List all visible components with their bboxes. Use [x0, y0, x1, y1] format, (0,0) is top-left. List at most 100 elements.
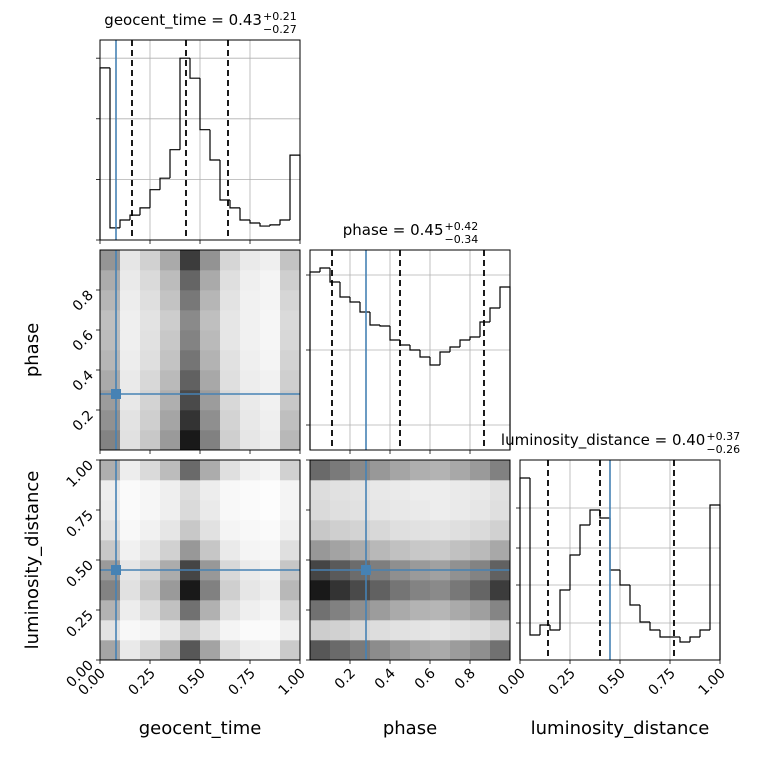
panel-title: geocent_time = 0.43: [104, 11, 262, 30]
hist-step: [249, 220, 260, 224]
panel-title: luminosity_distance = 0.40: [501, 431, 705, 450]
density-cell: [140, 520, 161, 541]
density-cell: [200, 540, 221, 561]
x-tick-label: 0.2: [332, 666, 359, 693]
density-cell: [200, 460, 221, 481]
density-cell: [160, 250, 181, 271]
density-cell: [100, 270, 121, 291]
truth-marker: [111, 565, 121, 575]
x-tick-label: 0.50: [595, 666, 628, 699]
hist-step: [109, 67, 120, 229]
hist-step: [549, 625, 560, 631]
density-cell: [220, 410, 241, 431]
density-cell: [470, 600, 491, 621]
density-cell: [310, 580, 331, 601]
hist-step: [639, 605, 650, 623]
density-cell: [120, 430, 141, 451]
density-cell: [160, 580, 181, 601]
density-cell: [200, 480, 221, 501]
y-axis-label: luminosity_distance: [22, 471, 43, 650]
density-cell: [370, 620, 391, 641]
panel-title: phase = 0.45: [343, 221, 444, 239]
density-cell: [140, 480, 161, 501]
density-cell: [140, 250, 161, 271]
density-cell: [430, 520, 451, 541]
density-cell: [120, 540, 141, 561]
density-cell: [200, 270, 221, 291]
density-cell: [200, 390, 221, 411]
density-cell: [260, 290, 281, 311]
density-cell: [280, 410, 301, 431]
density-cell: [450, 540, 471, 561]
density-cell: [100, 310, 121, 331]
density-cell: [140, 430, 161, 451]
hist-step: [649, 622, 660, 631]
density-cell: [220, 600, 241, 621]
panel: 0.2 0.4 0.6 0.8 phase: [306, 459, 511, 739]
density-cell: [390, 620, 411, 641]
density-cell: [200, 290, 221, 311]
hist-step: [119, 219, 130, 228]
density-cell: [160, 430, 181, 451]
density-cell: [140, 330, 161, 351]
density-cell: [180, 620, 201, 641]
density-cell: [280, 270, 301, 291]
density-cell: [280, 330, 301, 351]
density-cell: [260, 620, 281, 641]
density-cell: [160, 600, 181, 621]
hist-step: [409, 345, 420, 351]
title-sub: −0.26: [706, 443, 740, 456]
density-cell: [260, 430, 281, 451]
density-cell: [120, 520, 141, 541]
y-tick-label: 0.6: [70, 327, 97, 354]
density-cell: [280, 540, 301, 561]
density-cell: [370, 460, 391, 481]
density-cell: [280, 310, 301, 331]
hist-step: [229, 200, 240, 209]
density-cell: [280, 250, 301, 271]
hist-step: [189, 58, 200, 79]
axes-frame: [99, 249, 301, 451]
density-cell: [390, 540, 411, 561]
hist-step: [529, 478, 540, 636]
density-cell: [430, 620, 451, 641]
hist-step: [429, 357, 440, 366]
density-cell: [220, 580, 241, 601]
density-cell: [330, 620, 351, 641]
x-tick-label: 0.25: [125, 666, 158, 699]
panel: geocent_time = 0.43 +0.21−0.27: [96, 10, 301, 244]
hist-step: [239, 207, 250, 221]
density-cell: [180, 500, 201, 521]
hist-step: [259, 223, 270, 227]
density-cell: [200, 350, 221, 371]
hist-step: [169, 149, 180, 179]
density-cell: [160, 290, 181, 311]
hist-step: [619, 570, 630, 586]
density-cell: [100, 480, 121, 501]
density-cell: [280, 350, 301, 371]
hist-step: [389, 326, 400, 341]
density-cell: [160, 310, 181, 331]
density-cell: [100, 350, 121, 371]
density-cell: [240, 270, 261, 291]
density-cell: [260, 460, 281, 481]
density-cell: [180, 640, 201, 661]
x-tick-label: 1.00: [275, 666, 308, 699]
density-cell: [490, 500, 511, 521]
density-cell: [260, 390, 281, 411]
density-cell: [310, 520, 331, 541]
density-cell: [220, 540, 241, 561]
hist-step: [499, 286, 511, 450]
density-cell: [120, 270, 141, 291]
y-tick-label: 0.50: [63, 558, 96, 591]
density-cell: [370, 580, 391, 601]
density-cell: [180, 520, 201, 541]
axes-frame: [309, 459, 511, 661]
density-cell: [330, 500, 351, 521]
x-axis-label: luminosity_distance: [531, 718, 710, 739]
density-cell: [220, 390, 241, 411]
density-cell: [120, 640, 141, 661]
hist-step: [599, 510, 610, 519]
truth-marker: [111, 389, 121, 399]
